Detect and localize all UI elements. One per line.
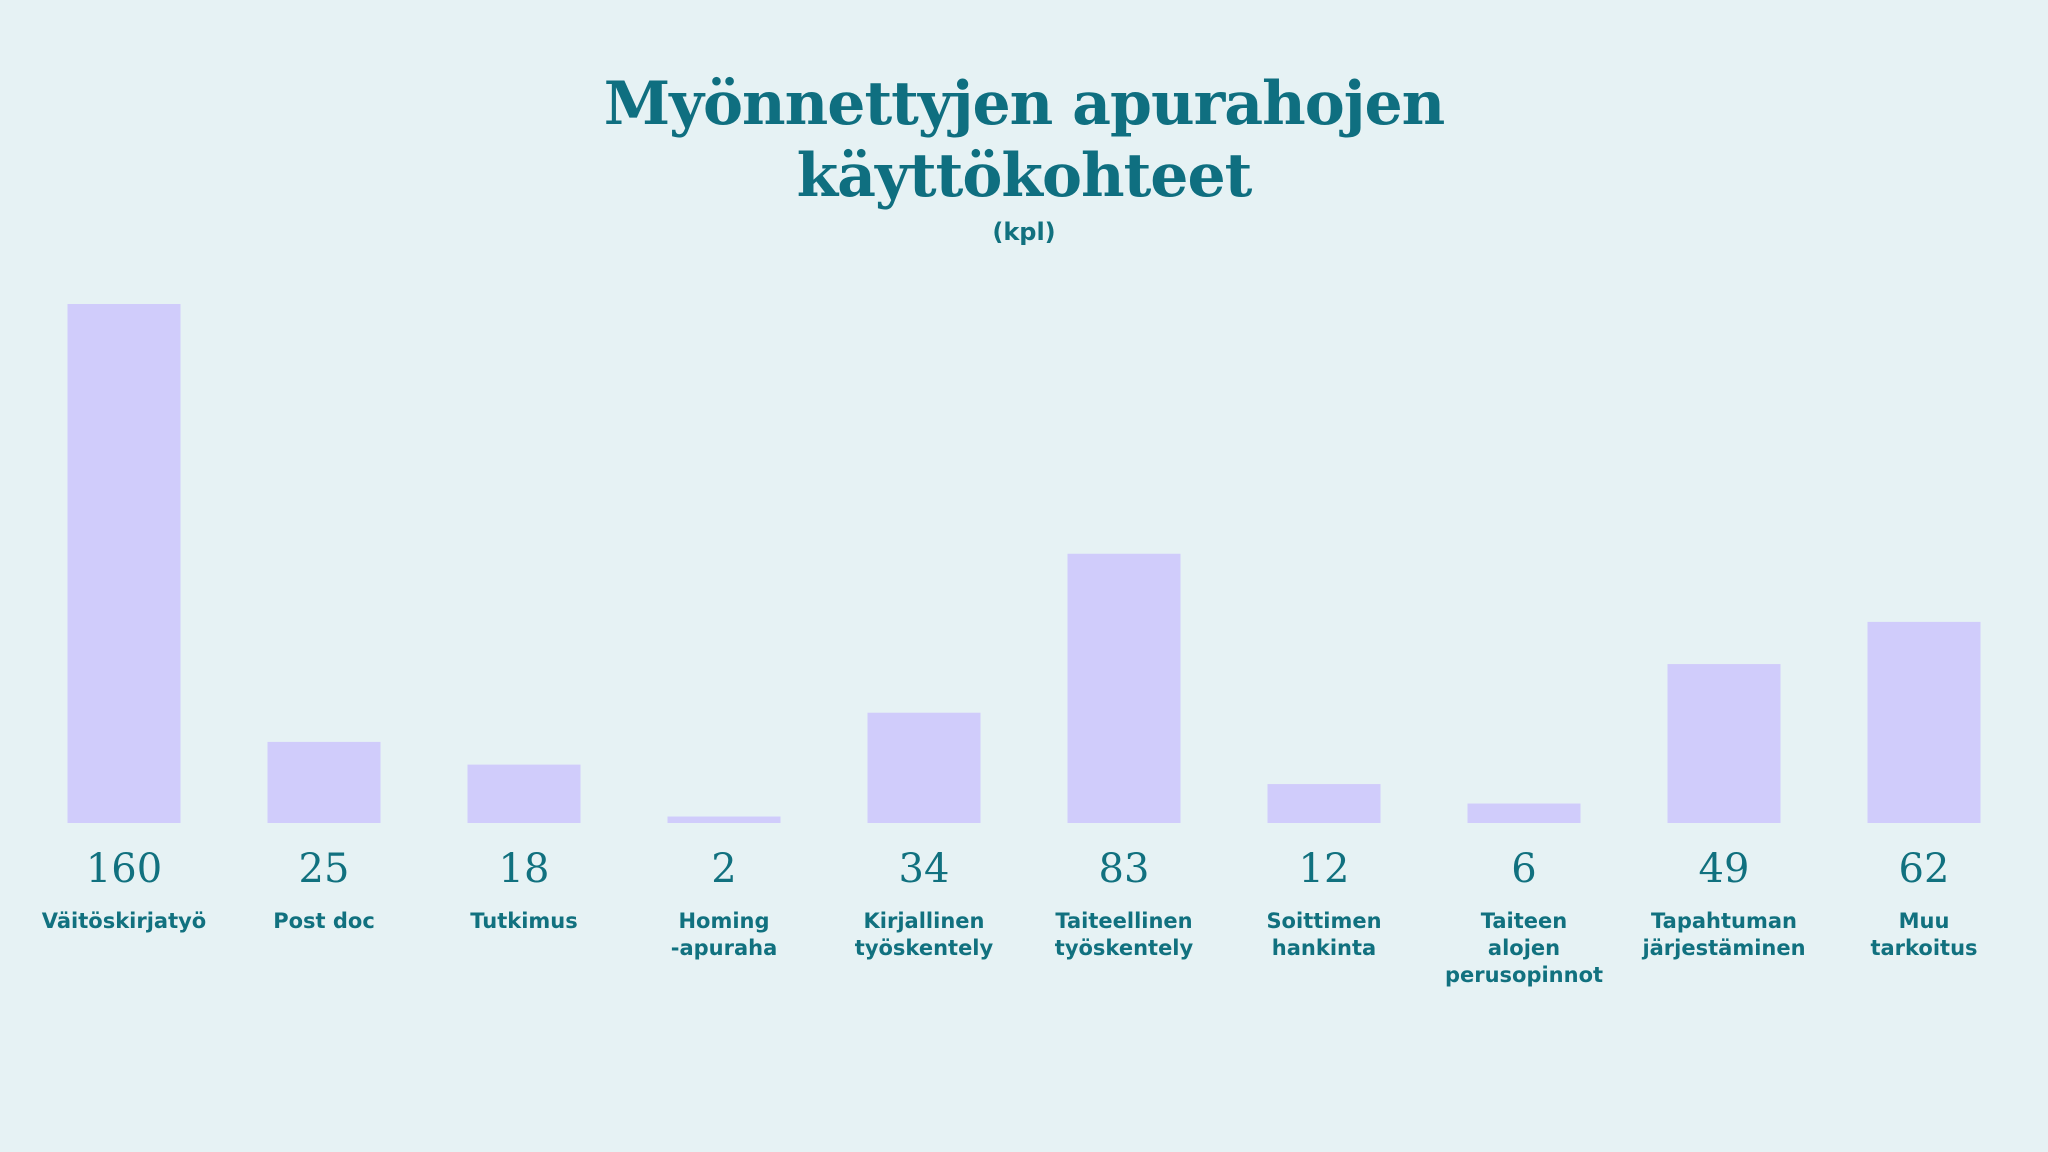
category-label: Soittimen hankinta bbox=[1266, 909, 1382, 960]
bar bbox=[67, 304, 181, 823]
category-label: Taiteellinen työskentely bbox=[1054, 909, 1194, 960]
category-label: Muu tarkoitus bbox=[1870, 909, 1978, 960]
bar bbox=[1067, 553, 1181, 823]
value-label: 2 bbox=[711, 846, 737, 892]
bar bbox=[1467, 803, 1581, 823]
value-label: 34 bbox=[898, 846, 950, 892]
value-label: 49 bbox=[1698, 846, 1750, 892]
value-label: 25 bbox=[298, 846, 350, 892]
bar bbox=[667, 816, 781, 823]
category-label: Tutkimus bbox=[470, 909, 578, 933]
bar bbox=[1667, 664, 1781, 823]
value-label: 12 bbox=[1298, 846, 1350, 892]
chart-title: Myönnettyjen apurahojen käyttökohteet bbox=[603, 69, 1446, 211]
category-label: Väitöskirjatyö bbox=[41, 909, 207, 933]
value-label: 62 bbox=[1898, 846, 1950, 892]
category-label: Kirjallinen työskentely bbox=[854, 909, 994, 960]
value-label: 160 bbox=[85, 846, 163, 892]
category-label: Tapahtuman järjestäminen bbox=[1642, 909, 1806, 960]
bar bbox=[467, 764, 581, 823]
value-label: 6 bbox=[1511, 846, 1537, 892]
value-label: 83 bbox=[1098, 846, 1150, 892]
category-label: Homing -apuraha bbox=[670, 909, 778, 960]
category-label: Taiteen alojen perusopinnot bbox=[1444, 909, 1604, 987]
category-label: Post doc bbox=[273, 909, 375, 933]
bar bbox=[867, 712, 981, 823]
bar bbox=[1267, 784, 1381, 823]
bar bbox=[1867, 621, 1981, 823]
value-label: 18 bbox=[498, 846, 550, 892]
chart-subtitle: (kpl) bbox=[992, 218, 1056, 246]
bar bbox=[267, 741, 381, 823]
